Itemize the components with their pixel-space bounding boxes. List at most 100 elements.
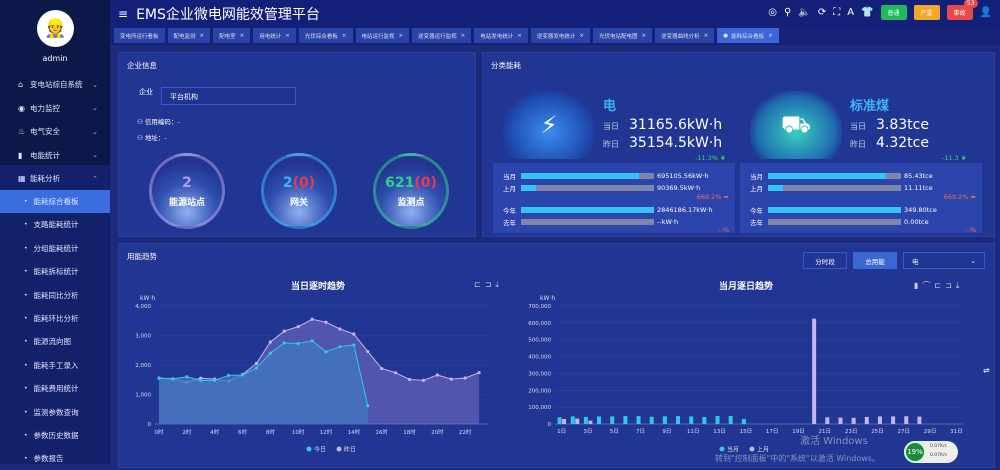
tab-10[interactable]: 逆变器曲线分析 ×	[655, 28, 715, 43]
data-point[interactable]	[421, 378, 426, 382]
data-point[interactable]	[282, 329, 286, 333]
search-icon[interactable]: ⚲	[784, 7, 792, 18]
tab-close-icon[interactable]: ×	[517, 32, 522, 39]
tab-4[interactable]: 光伏综合看板 ×	[298, 28, 353, 43]
tab-1[interactable]: 配电监测 ×	[167, 28, 211, 43]
submenu-item-8[interactable]: 能耗费用统计	[0, 377, 110, 400]
data-point[interactable]	[254, 366, 259, 370]
submenu-item-11[interactable]: 参数报告	[0, 447, 110, 470]
sidebar-item-0[interactable]: ⌂ 变电站综自系统 ⌄	[0, 73, 110, 96]
bar-上月[interactable]	[864, 416, 869, 424]
legend-marker[interactable]	[749, 446, 755, 452]
data-point[interactable]	[393, 371, 398, 375]
tab-close-icon[interactable]: ×	[703, 32, 709, 39]
bar-上月[interactable]	[877, 416, 882, 424]
data-point[interactable]	[254, 361, 259, 366]
bar-当月[interactable]	[636, 416, 641, 424]
period-button[interactable]: 分时段	[803, 252, 847, 269]
fault-alarm-button[interactable]: 事故 53	[946, 0, 978, 20]
bar-上月[interactable]	[851, 417, 856, 424]
sidebar-item-4[interactable]: ▦ 能耗分析 ⌃	[0, 167, 110, 190]
company-select[interactable]: 平台机构	[161, 87, 296, 105]
submenu-item-0[interactable]: 能耗综合看板	[0, 190, 110, 213]
legend-marker[interactable]	[719, 446, 725, 452]
legend-label[interactable]: 上月	[757, 446, 769, 454]
tab-close-icon[interactable]: ×	[579, 32, 585, 39]
data-point[interactable]	[240, 373, 245, 377]
bar-上月[interactable]	[575, 418, 580, 424]
legend-marker[interactable]	[336, 446, 342, 452]
data-point[interactable]	[310, 317, 314, 321]
tab-close-icon[interactable]: ×	[199, 32, 205, 39]
submenu-item-2[interactable]: 分组能耗统计	[0, 237, 110, 260]
submenu-item-6[interactable]: 能源流向图	[0, 330, 110, 353]
tab-close-icon[interactable]: ×	[768, 32, 773, 39]
tab-0[interactable]: 变电所运行看板	[114, 28, 165, 43]
energy-type-select[interactable]: 电 ⌄	[903, 252, 985, 269]
network-monitor[interactable]: 19% 0.07K/s 0.07K/s	[904, 441, 958, 463]
theme-icon[interactable]: 👕	[861, 7, 874, 18]
data-point[interactable]	[338, 327, 342, 331]
tab-6[interactable]: 逆变器运行监视 ×	[412, 28, 472, 43]
settings-slider-icon[interactable]: ⇌	[983, 366, 990, 375]
bar-当月[interactable]	[557, 417, 562, 424]
tab-close-icon[interactable]: ×	[239, 32, 245, 39]
legend-marker[interactable]	[306, 446, 312, 452]
normal-alarm-button[interactable]: 普通	[880, 5, 907, 20]
refresh-icon[interactable]: ⟳	[817, 7, 827, 18]
bar-当月[interactable]	[583, 416, 588, 424]
data-point[interactable]	[477, 371, 481, 375]
tab-3[interactable]: 用电统计 ×	[253, 28, 296, 43]
data-point[interactable]	[463, 376, 467, 380]
data-point[interactable]	[268, 351, 272, 355]
menu-toggle-icon[interactable]: ≡	[118, 6, 129, 21]
data-point[interactable]	[324, 350, 328, 354]
sidebar-item-3[interactable]: ▮ 电能统计 ⌄	[0, 144, 110, 167]
download-icon[interactable]: ⤓	[955, 281, 964, 290]
data-point[interactable]	[435, 373, 439, 377]
data-point[interactable]	[352, 343, 356, 347]
tab-7[interactable]: 电站发电统计 ×	[474, 28, 528, 43]
avatar[interactable]: 👷	[37, 10, 74, 47]
submenu-item-4[interactable]: 能耗同比分析	[0, 284, 110, 307]
data-point[interactable]	[171, 377, 175, 381]
data-point[interactable]	[199, 378, 203, 382]
tab-9[interactable]: 光伏电站配电图 ×	[593, 28, 653, 43]
restore-icon[interactable]: ⊐	[484, 280, 496, 289]
data-point[interactable]	[268, 340, 272, 344]
tab-5[interactable]: 电站运行监视 ×	[355, 28, 410, 43]
data-point[interactable]	[352, 332, 356, 336]
bar-当月[interactable]	[689, 416, 694, 424]
bar-当月[interactable]	[597, 416, 602, 424]
data-point[interactable]	[324, 320, 328, 324]
bar-当月[interactable]	[610, 416, 615, 424]
data-point[interactable]	[226, 373, 231, 377]
bar-当月[interactable]	[623, 416, 628, 424]
bar-当月[interactable]	[741, 418, 746, 424]
bar-上月[interactable]	[562, 418, 567, 424]
bar-上月[interactable]	[838, 417, 843, 424]
bar-上月[interactable]	[812, 318, 817, 424]
bar-当月[interactable]	[728, 415, 733, 424]
tab-close-icon[interactable]: ×	[341, 32, 347, 39]
data-point[interactable]	[366, 349, 370, 354]
bar-上月[interactable]	[588, 420, 593, 424]
bar-当月[interactable]	[676, 416, 681, 424]
submenu-item-10[interactable]: 参数历史数据	[0, 424, 110, 447]
data-point[interactable]	[157, 376, 161, 380]
tab-close-icon[interactable]: ×	[641, 32, 647, 39]
data-point[interactable]	[380, 366, 384, 371]
data-point[interactable]	[449, 377, 453, 381]
bar-上月[interactable]	[904, 416, 909, 424]
data-point[interactable]	[366, 404, 370, 408]
data-point[interactable]	[296, 325, 300, 329]
data-point[interactable]	[338, 345, 342, 349]
bar-当月[interactable]	[662, 416, 667, 424]
tab-11[interactable]: ● 能耗综合看板 ×	[717, 28, 779, 43]
bar-上月[interactable]	[917, 416, 922, 424]
data-point[interactable]	[282, 341, 286, 345]
line-chart-icon[interactable]: ⌒	[922, 281, 935, 290]
sidebar-item-1[interactable]: ◉ 电力监控 ⌄	[0, 97, 110, 120]
tab-close-icon[interactable]: ×	[460, 32, 466, 39]
data-point[interactable]	[310, 339, 314, 343]
